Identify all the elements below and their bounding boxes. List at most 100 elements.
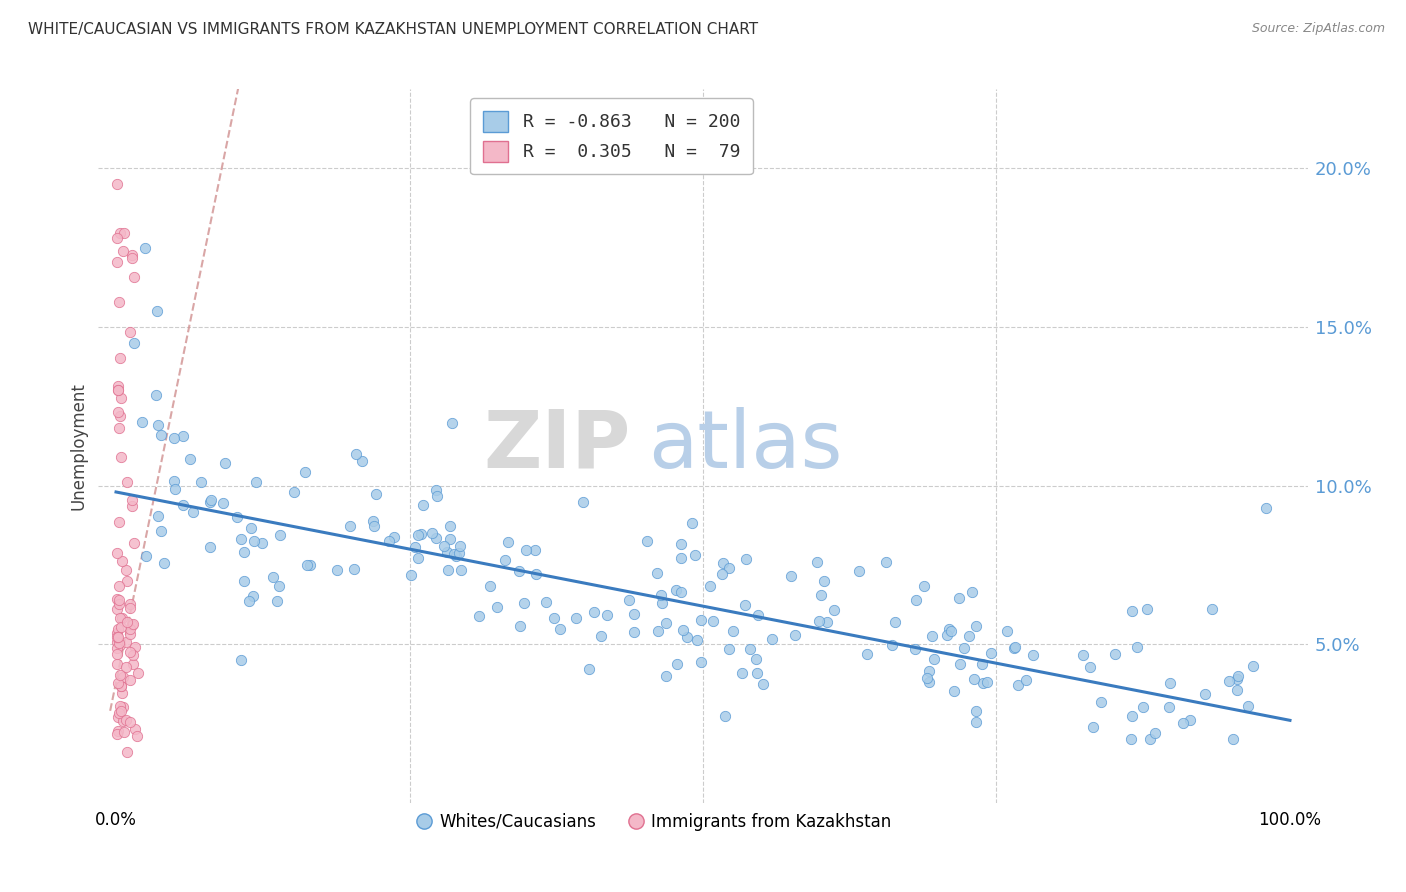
Point	[711, 556, 734, 570]
Point	[108, 294, 131, 309]
Point	[361, 514, 384, 528]
Point	[131, 416, 153, 430]
Point	[1157, 700, 1180, 714]
Point	[105, 231, 128, 245]
Point	[941, 624, 963, 639]
Point	[105, 641, 128, 656]
Point	[127, 729, 149, 743]
Point	[949, 657, 972, 672]
Point	[439, 532, 461, 546]
Point	[135, 549, 157, 564]
Point	[1180, 714, 1202, 728]
Point	[231, 653, 253, 667]
Point	[572, 495, 595, 509]
Point	[655, 615, 678, 630]
Point	[443, 547, 465, 561]
Point	[1090, 695, 1112, 709]
Point	[105, 626, 128, 640]
Point	[122, 535, 145, 549]
Point	[1080, 660, 1102, 674]
Point	[702, 615, 724, 629]
Point	[105, 657, 128, 672]
Point	[717, 641, 740, 656]
Point	[1171, 715, 1194, 730]
Point	[1004, 640, 1026, 655]
Point	[150, 428, 173, 442]
Point	[163, 474, 186, 488]
Point	[406, 550, 429, 565]
Point	[543, 610, 565, 624]
Point	[107, 405, 129, 419]
Point	[681, 516, 703, 531]
Point	[498, 534, 520, 549]
Point	[105, 647, 128, 661]
Point	[669, 585, 692, 599]
Point	[875, 555, 897, 569]
Point	[115, 713, 138, 727]
Point	[108, 420, 131, 434]
Point	[163, 431, 186, 445]
Point	[420, 526, 443, 541]
Point	[107, 384, 129, 398]
Point	[118, 627, 141, 641]
Point	[965, 715, 987, 730]
Point	[107, 592, 129, 607]
Point	[211, 496, 233, 510]
Point	[810, 588, 832, 602]
Point	[747, 607, 769, 622]
Point	[450, 563, 472, 577]
Point	[107, 378, 129, 392]
Point	[856, 647, 879, 661]
Point	[666, 657, 689, 671]
Point	[884, 615, 907, 629]
Point	[596, 608, 619, 623]
Point	[740, 641, 762, 656]
Point	[343, 562, 366, 576]
Point	[115, 660, 138, 674]
Point	[350, 454, 373, 468]
Point	[1256, 500, 1278, 515]
Point	[326, 563, 349, 577]
Point	[107, 676, 129, 690]
Point	[214, 456, 236, 470]
Point	[108, 706, 131, 720]
Point	[995, 624, 1018, 638]
Point	[449, 545, 471, 559]
Point	[145, 388, 167, 402]
Point	[972, 676, 994, 690]
Point	[636, 533, 658, 548]
Point	[111, 686, 134, 700]
Point	[107, 630, 129, 644]
Point	[121, 493, 143, 508]
Point	[823, 603, 845, 617]
Point	[1194, 687, 1216, 701]
Point	[813, 574, 835, 588]
Point	[105, 254, 128, 268]
Point	[965, 619, 987, 633]
Text: Source: ZipAtlas.com: Source: ZipAtlas.com	[1251, 22, 1385, 36]
Point	[127, 666, 149, 681]
Point	[121, 657, 143, 671]
Point	[107, 723, 129, 738]
Point	[107, 634, 129, 648]
Point	[118, 597, 141, 611]
Point	[409, 527, 432, 541]
Point	[690, 613, 713, 627]
Point	[675, 630, 697, 644]
Point	[1002, 640, 1025, 655]
Point	[382, 530, 405, 544]
Point	[948, 591, 970, 606]
Point	[111, 714, 134, 728]
Point	[960, 585, 983, 599]
Point	[582, 605, 605, 619]
Point	[904, 642, 927, 657]
Point	[226, 510, 249, 524]
Point	[752, 677, 775, 691]
Point	[124, 723, 146, 737]
Point	[808, 614, 831, 628]
Point	[1227, 669, 1250, 683]
Point	[645, 566, 668, 580]
Point	[108, 668, 131, 682]
Point	[536, 595, 558, 609]
Point	[110, 391, 132, 405]
